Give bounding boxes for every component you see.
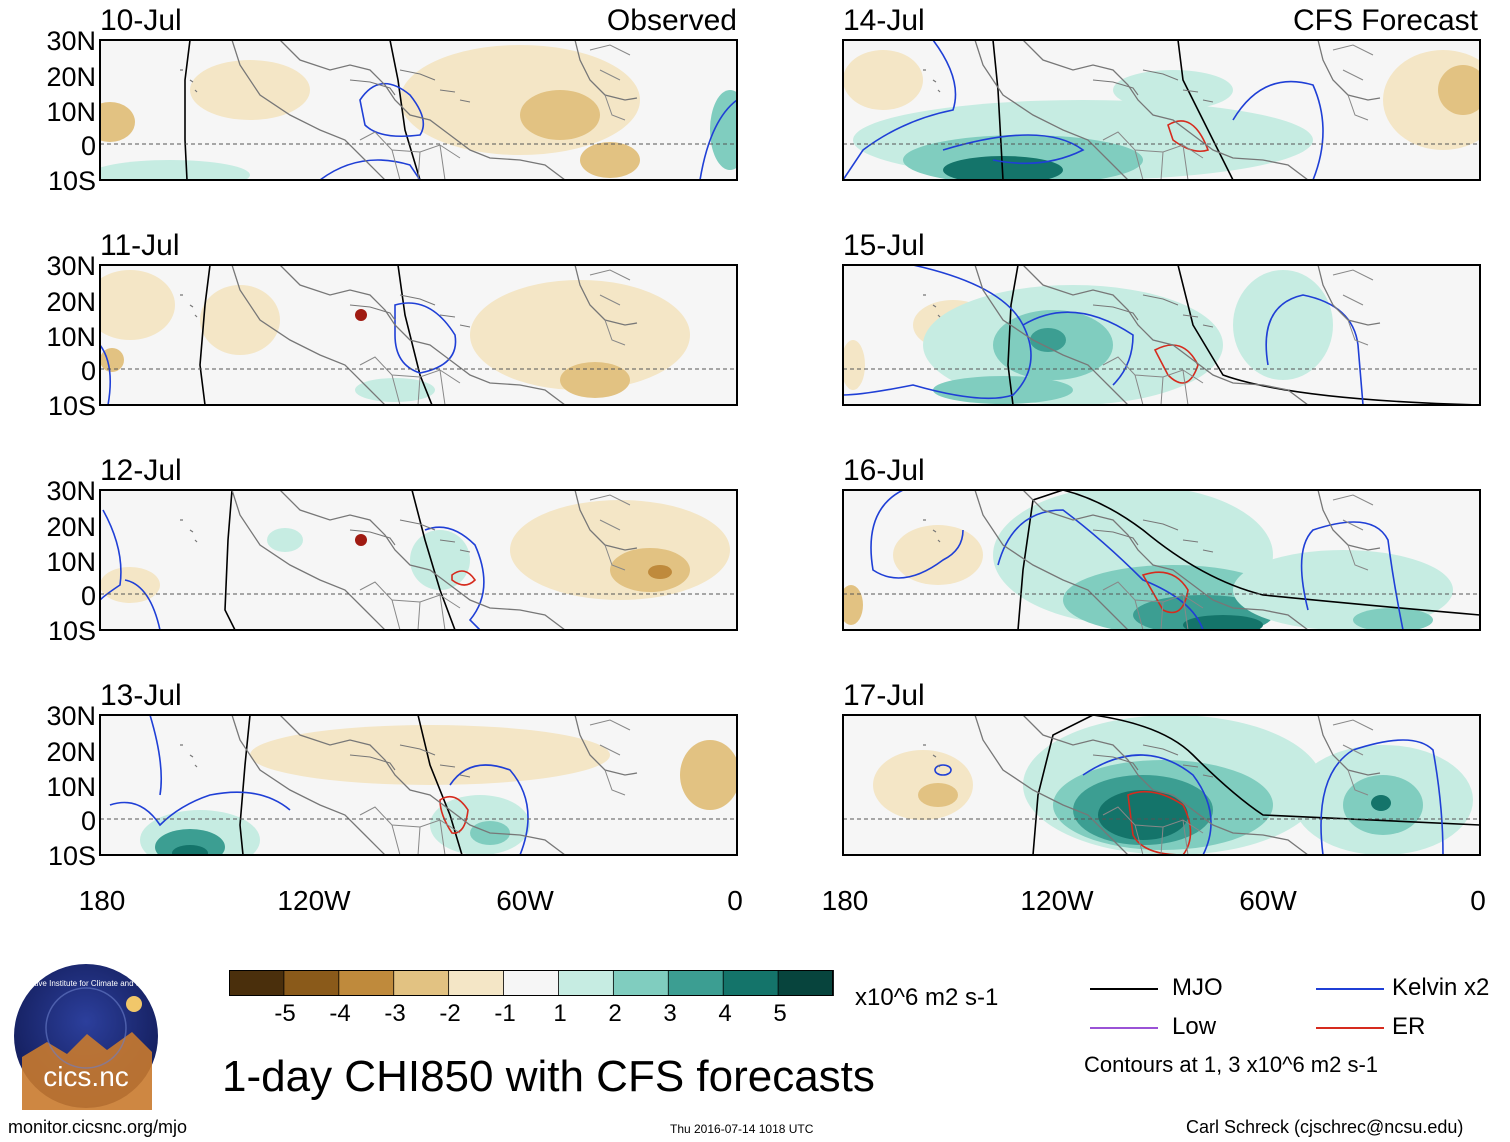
colorbar-tick: 3 <box>663 1000 677 1027</box>
lat-label: 10S <box>48 166 96 196</box>
panel-date-label: 17-Jul <box>843 679 925 712</box>
lat-label: 20N <box>46 62 96 92</box>
lon-label: 120W <box>277 885 351 916</box>
lat-label: 30N <box>46 251 96 281</box>
panel-date-label: 16-Jul <box>843 454 925 487</box>
colorbar-tick: -1 <box>494 1000 516 1027</box>
colorbar-units: x10^6 m2 s-1 <box>855 984 999 1011</box>
colorbar <box>229 970 834 996</box>
lon-axis-left: 180 120W 60W 0 <box>79 885 743 916</box>
panel-observed-4 <box>99 714 738 856</box>
colorbar-swatch <box>283 970 340 996</box>
colorbar-swatch <box>777 970 834 996</box>
lat-label: 10S <box>48 841 96 871</box>
legend-label-kelvin: Kelvin x2 <box>1392 974 1490 1001</box>
legend-label-mjo: MJO <box>1172 974 1223 1001</box>
lon-label: 0 <box>727 885 743 916</box>
panel-date-label: 14-Jul <box>843 4 925 37</box>
colorbar-tick: 2 <box>608 1000 622 1027</box>
colorbar-tick: -4 <box>329 1000 351 1027</box>
colorbar-swatch <box>448 970 505 996</box>
lat-label: 10N <box>46 322 96 352</box>
panel-date-label: 12-Jul <box>100 454 182 487</box>
panel-forecast-1 <box>842 39 1481 181</box>
er-legend-line <box>1316 1027 1384 1029</box>
colorbar-swatch <box>229 970 285 996</box>
lat-axis-2: 30N 20N 10N 0 10S <box>46 251 96 421</box>
lat-axis-1: 30N 20N 10N 0 10S <box>46 26 96 196</box>
colorbar-swatch <box>722 970 779 996</box>
panel-observed-3 <box>99 489 738 631</box>
colorbar-swatch <box>503 970 560 996</box>
panel-date-label: 15-Jul <box>843 229 925 262</box>
lat-label: 0 <box>81 806 96 836</box>
lat-axis-3: 30N 20N 10N 0 10S <box>46 476 96 646</box>
lon-label: 180 <box>822 885 869 916</box>
lon-label: 0 <box>1470 885 1486 916</box>
lat-label: 10S <box>48 391 96 421</box>
colorbar-swatch <box>612 970 670 996</box>
colorbar-tick: -2 <box>439 1000 461 1027</box>
lat-label: 30N <box>46 701 96 731</box>
lon-label: 120W <box>1020 885 1094 916</box>
colorbar-tick: -5 <box>274 1000 296 1027</box>
footer-timestamp: Thu 2016-07-14 1018 UTC <box>670 1122 814 1136</box>
lon-label: 180 <box>79 885 126 916</box>
panel-date-label: 11-Jul <box>100 229 179 262</box>
lat-label: 10N <box>46 772 96 802</box>
panel-date-label: 10-Jul <box>100 4 182 37</box>
kelvin-legend-line <box>1316 988 1384 990</box>
colorbar-tick: 4 <box>718 1000 732 1027</box>
colorbar-tick: 1 <box>553 1000 567 1027</box>
colorbar-tick: -3 <box>384 1000 406 1027</box>
lon-label: 60W <box>1239 885 1297 916</box>
colorbar-tick: 5 <box>773 1000 787 1027</box>
logo-ring-text: Cooperative Institute for Climate and Sa… <box>12 979 160 988</box>
lon-label: 60W <box>496 885 554 916</box>
panel-forecast-2 <box>842 264 1481 406</box>
lat-label: 20N <box>46 512 96 542</box>
legend-label-low: Low <box>1172 1013 1217 1040</box>
contours-note: Contours at 1, 3 x10^6 m2 s-1 <box>1084 1052 1379 1077</box>
panel-forecast-4 <box>842 714 1481 856</box>
lat-label: 0 <box>81 131 96 161</box>
panel-forecast-3 <box>842 489 1481 631</box>
panel-observed-2 <box>99 264 738 406</box>
lat-label: 10N <box>46 547 96 577</box>
lat-label: 0 <box>81 581 96 611</box>
low-legend-line <box>1090 1027 1158 1029</box>
cicsnc-logo: cics.nc Cooperative Institute for Climat… <box>12 964 160 1110</box>
lat-label: 30N <box>46 26 96 56</box>
forecast-label: CFS Forecast <box>1293 4 1479 37</box>
figure-title: 1-day CHI850 with CFS forecasts <box>222 1052 875 1101</box>
logo-text: cics.nc <box>43 1061 129 1092</box>
lat-label: 20N <box>46 287 96 317</box>
lat-label: 30N <box>46 476 96 506</box>
mjo-legend-line <box>1090 988 1158 990</box>
lat-label: 10S <box>48 616 96 646</box>
footer-url[interactable]: monitor.cicsnc.org/mjo <box>8 1117 188 1137</box>
lat-label: 0 <box>81 356 96 386</box>
colorbar-swatch <box>558 970 615 996</box>
footer-author: Carl Schreck (cjschrec@ncsu.edu) <box>1186 1117 1464 1137</box>
observed-label: Observed <box>607 4 737 37</box>
colorbar-swatch <box>393 970 450 996</box>
lon-axis-right: 180 120W 60W 0 <box>822 885 1486 916</box>
colorbar-swatch <box>338 970 395 996</box>
map-panels: 10-Jul Observed 14-Jul CFS Forecast 11-J… <box>46 4 1486 916</box>
lat-label: 20N <box>46 737 96 767</box>
lat-label: 10N <box>46 97 96 127</box>
panel-observed-1 <box>99 39 738 181</box>
legend-label-er: ER <box>1392 1013 1426 1040</box>
panel-date-label: 13-Jul <box>100 679 182 712</box>
colorbar-swatch <box>667 970 725 996</box>
lat-axis-4: 30N 20N 10N 0 10S <box>46 701 96 871</box>
